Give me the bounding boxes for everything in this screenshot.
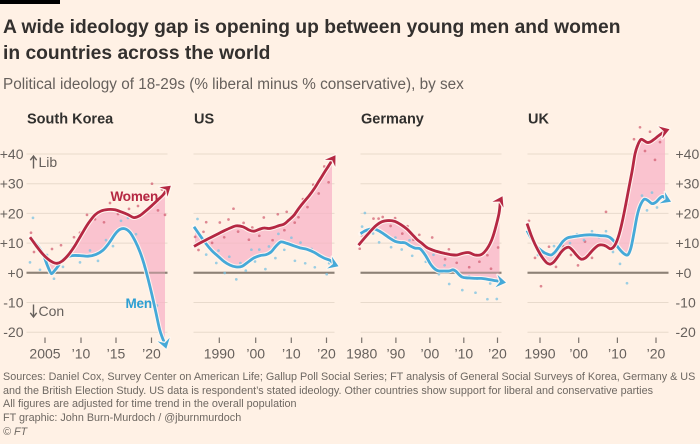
svg-text:’20: ’20: [488, 346, 507, 362]
svg-text:’10: ’10: [454, 346, 473, 362]
svg-text:’00: ’00: [421, 346, 440, 362]
svg-text:South Korea: South Korea: [27, 112, 114, 128]
svg-text:’00: ’00: [569, 346, 588, 362]
svg-text:+20: +20: [0, 205, 24, 221]
svg-text:+0: +0: [676, 265, 692, 281]
svg-text:1990: 1990: [204, 346, 235, 362]
svg-text:’10: ’10: [282, 346, 301, 362]
svg-text:-20: -20: [3, 324, 23, 340]
svg-text:+30: +30: [676, 176, 700, 192]
svg-text:’10: ’10: [72, 346, 91, 362]
svg-text:’15: ’15: [107, 346, 126, 362]
svg-text:+30: +30: [0, 176, 24, 192]
svg-text:+10: +10: [0, 235, 24, 251]
svg-text:Lib: Lib: [39, 154, 58, 170]
svg-text:Con: Con: [39, 303, 65, 319]
svg-text:+20: +20: [676, 205, 700, 221]
svg-text:’10: ’10: [608, 346, 627, 362]
svg-text:Germany: Germany: [361, 112, 424, 128]
svg-text:+40: +40: [676, 146, 700, 162]
svg-text:’00: ’00: [246, 346, 265, 362]
svg-text:-20: -20: [676, 324, 696, 340]
svg-text:2005: 2005: [29, 346, 60, 362]
svg-text:US: US: [194, 112, 214, 128]
svg-text:’20: ’20: [317, 346, 336, 362]
svg-text:-10: -10: [676, 295, 696, 311]
svg-text:’90: ’90: [387, 346, 406, 362]
svg-text:1990: 1990: [524, 346, 555, 362]
svg-text:UK: UK: [528, 112, 549, 128]
svg-text:’20: ’20: [647, 346, 666, 362]
svg-text:+40: +40: [0, 146, 24, 162]
svg-text:+0: +0: [8, 265, 24, 281]
svg-text:-10: -10: [3, 295, 23, 311]
svg-text:’20: ’20: [142, 346, 161, 362]
svg-text:1980: 1980: [346, 346, 377, 362]
svg-text:+10: +10: [676, 235, 700, 251]
